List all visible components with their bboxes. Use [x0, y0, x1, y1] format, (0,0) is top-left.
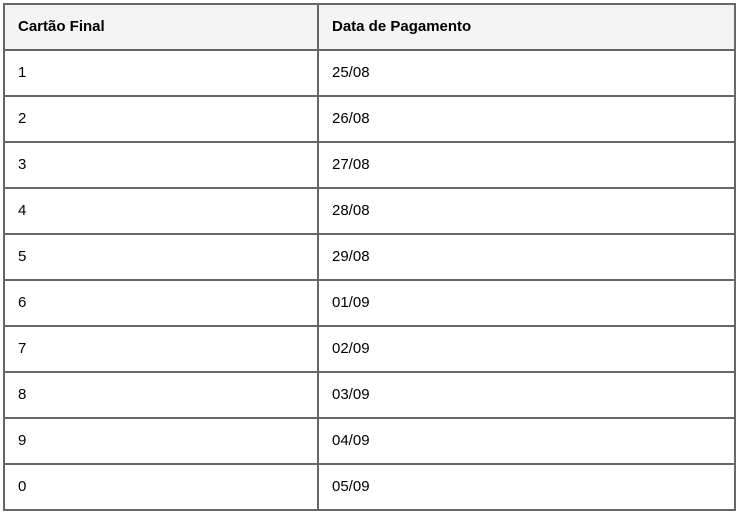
payment-date-cell: 28/08 — [317, 187, 736, 235]
card-digit-cell: 2 — [3, 95, 319, 143]
table-row: 8 03/09 — [3, 371, 736, 419]
table-row: 5 29/08 — [3, 233, 736, 281]
card-digit-cell: 9 — [3, 417, 319, 465]
table-row: 4 28/08 — [3, 187, 736, 235]
card-digit-cell: 1 — [3, 49, 319, 97]
header-row: Cartão Final Data de Pagamento — [3, 3, 736, 51]
table-row: 2 26/08 — [3, 95, 736, 143]
payment-date-cell: 25/08 — [317, 49, 736, 97]
table-row: 0 05/09 — [3, 463, 736, 511]
payment-date-cell: 29/08 — [317, 233, 736, 281]
payment-date-cell: 01/09 — [317, 279, 736, 327]
payment-date-cell: 05/09 — [317, 463, 736, 511]
payment-date-cell: 27/08 — [317, 141, 736, 189]
card-digit-cell: 3 — [3, 141, 319, 189]
table-row: 1 25/08 — [3, 49, 736, 97]
card-digit-cell: 7 — [3, 325, 319, 373]
payment-date-cell: 26/08 — [317, 95, 736, 143]
payment-dates-table: Cartão Final Data de Pagamento 1 25/08 2… — [3, 3, 736, 511]
table-row: 9 04/09 — [3, 417, 736, 465]
table-row: 3 27/08 — [3, 141, 736, 189]
card-digit-cell: 6 — [3, 279, 319, 327]
card-digit-cell: 4 — [3, 187, 319, 235]
table-row: 6 01/09 — [3, 279, 736, 327]
card-digit-cell: 0 — [3, 463, 319, 511]
card-digit-cell: 8 — [3, 371, 319, 419]
payment-date-cell: 03/09 — [317, 371, 736, 419]
payment-date-cell: 04/09 — [317, 417, 736, 465]
card-digit-cell: 5 — [3, 233, 319, 281]
table-row: 7 02/09 — [3, 325, 736, 373]
column-header-data-pagamento: Data de Pagamento — [317, 3, 736, 51]
payment-date-cell: 02/09 — [317, 325, 736, 373]
column-header-cartao-final: Cartão Final — [3, 3, 319, 51]
